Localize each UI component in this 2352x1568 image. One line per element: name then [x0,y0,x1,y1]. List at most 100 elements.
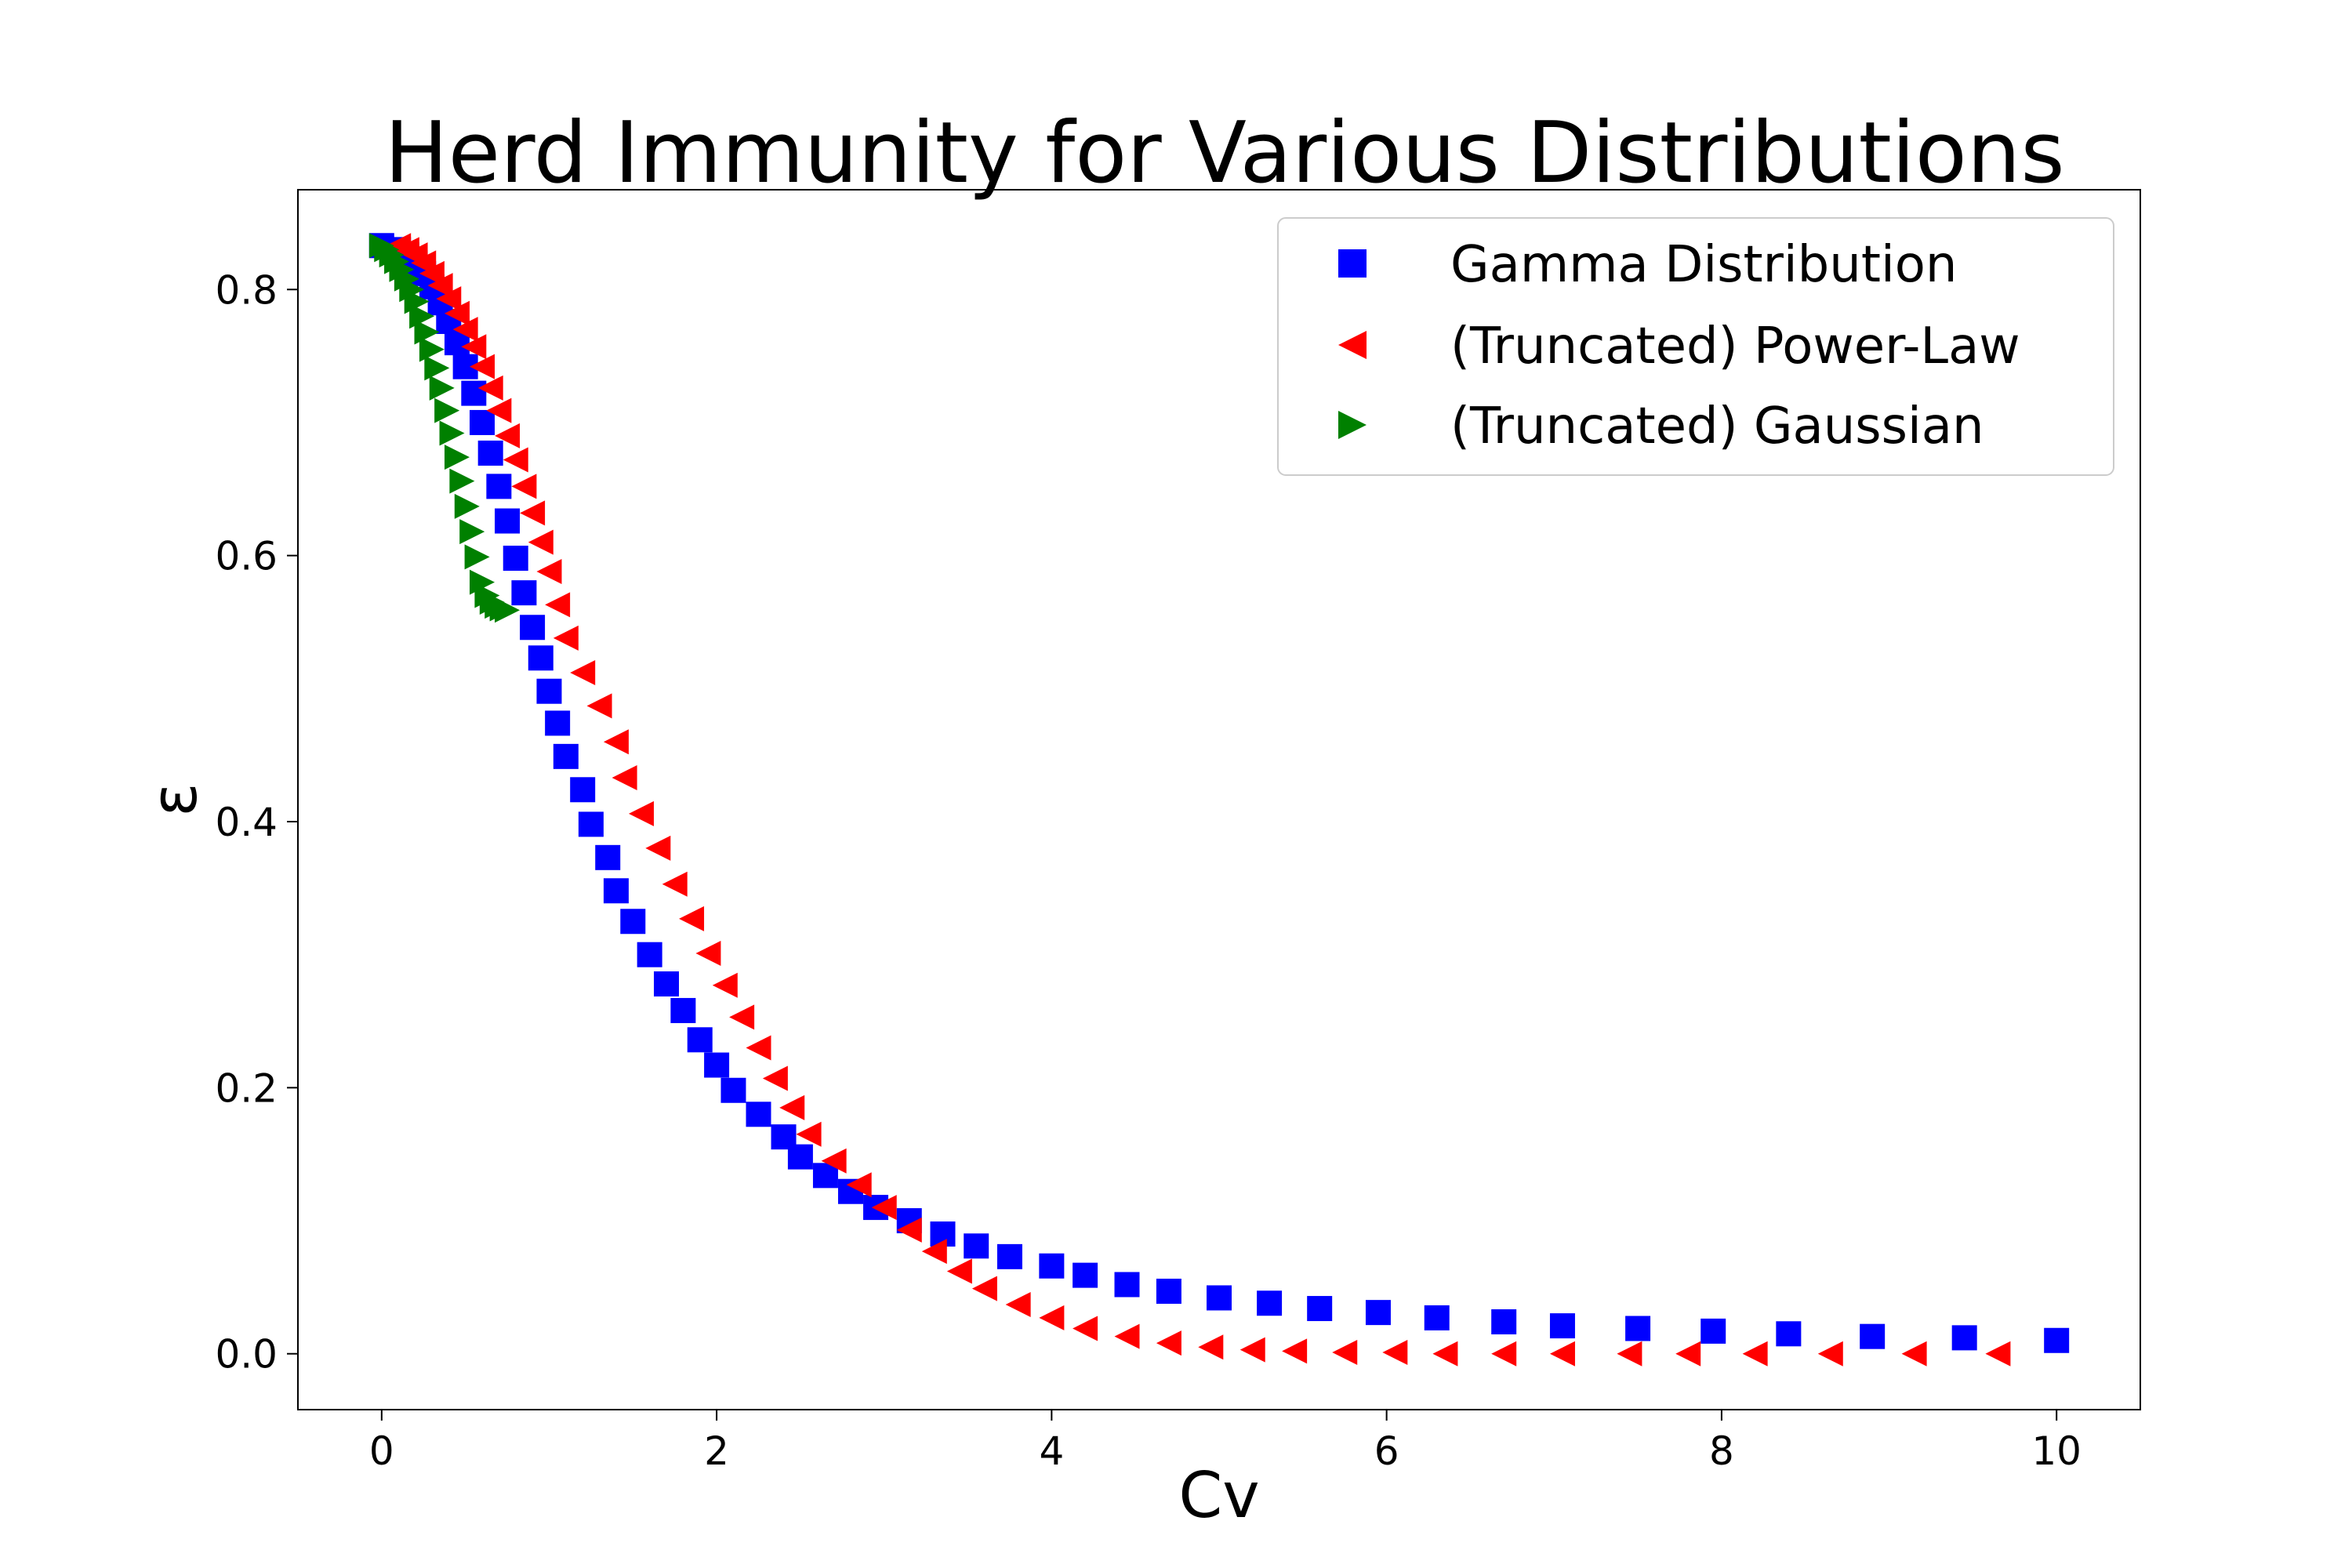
data-point [570,659,596,685]
data-point [762,1065,788,1091]
x-tick-label: 8 [1709,1428,1734,1474]
data-point [1282,1338,1308,1364]
data-point [1491,1309,1517,1335]
data-point [427,273,453,299]
y-tick-label: 0.4 [215,800,278,845]
data-point [996,1243,1022,1269]
data-point [449,468,475,494]
data-point [1307,1296,1333,1322]
series-1 [386,233,2011,1367]
data-point [1951,1325,1977,1351]
data-point [1860,1323,1886,1349]
y-tick-label: 0.8 [215,267,278,313]
data-point [439,420,465,446]
legend-label: (Truncated) Power-Law [1450,318,2020,376]
data-point [459,519,485,545]
chart-title: Herd Immunity for Various Distributions [384,104,2064,202]
x-tick-label: 10 [2031,1428,2082,1474]
data-point [452,317,478,343]
data-point [946,1258,972,1284]
data-point [1432,1341,1458,1367]
data-point [454,493,480,519]
data-point [871,1195,897,1221]
data-point [429,375,455,401]
data-point [434,397,460,423]
data-point [503,447,528,473]
data-point [461,380,487,406]
data-point [645,835,671,861]
data-point [670,997,696,1023]
data-point [603,878,629,904]
data-point [1156,1278,1181,1304]
data-point [971,1276,997,1301]
data-point [964,1233,989,1259]
data-point [846,1172,872,1198]
data-point [1073,1316,1098,1341]
data-point [511,580,537,606]
data-point [637,942,662,967]
data-point [1207,1285,1232,1311]
axis-ticks: 0 2 4 6 8 10 0.0 0.2 0.4 0.6 0.8 [215,267,2082,1474]
data-point [1240,1337,1265,1363]
legend-box [1277,217,2114,476]
data-point [1039,1253,1065,1279]
data-point [444,300,470,326]
data-point [464,544,490,570]
data-point [746,1035,771,1061]
data-point [729,1004,755,1030]
data-point [603,729,629,755]
data-point [1675,1341,1701,1367]
data-point [720,1077,746,1103]
data-point [1424,1305,1450,1330]
data-point [578,811,604,837]
data-point [1549,1341,1575,1367]
legend-label: Gamma Distribution [1450,236,1957,294]
data-point [821,1148,847,1174]
data-point [1114,1323,1140,1349]
data-point [1985,1341,2011,1367]
data-point [536,678,562,704]
data-point [620,909,646,935]
data-point [628,800,654,826]
data-point [495,597,521,623]
data-point [595,844,621,870]
data-point [654,971,679,997]
data-point [503,546,528,572]
data-point [2044,1327,2070,1353]
data-point [779,1094,805,1120]
data-point [536,558,562,584]
x-tick-label: 6 [1374,1428,1399,1474]
data-point [486,397,512,423]
data-point [1617,1341,1642,1367]
data-point [477,375,503,401]
data-point [1114,1272,1140,1298]
data-point [461,334,487,360]
axes-frame [297,189,2141,1410]
data-point [545,592,571,618]
data-point [1073,1262,1098,1288]
legend-label: (Truncated) Gaussian [1450,397,1984,456]
data-point [1742,1341,1768,1367]
data-point [787,1144,813,1170]
data-point [470,354,495,379]
data-point [796,1121,822,1147]
x-tick-label: 2 [704,1428,729,1474]
data-point [679,906,705,931]
data-point [812,1163,838,1189]
data-point [1901,1341,1927,1367]
series-2 [368,233,521,623]
data-point [528,645,554,671]
data-point [444,445,470,470]
data-point [436,286,462,312]
legend-marker-1 [1338,331,1367,359]
x-tick-label: 4 [1039,1428,1064,1474]
data-point [1039,1305,1065,1330]
data-point [712,972,738,998]
data-point [1198,1334,1224,1360]
data-point [586,693,612,719]
data-point [1776,1321,1802,1347]
x-axis-label: Cv [1178,1459,1259,1532]
plot-area [368,233,2070,1367]
data-point [419,336,445,362]
